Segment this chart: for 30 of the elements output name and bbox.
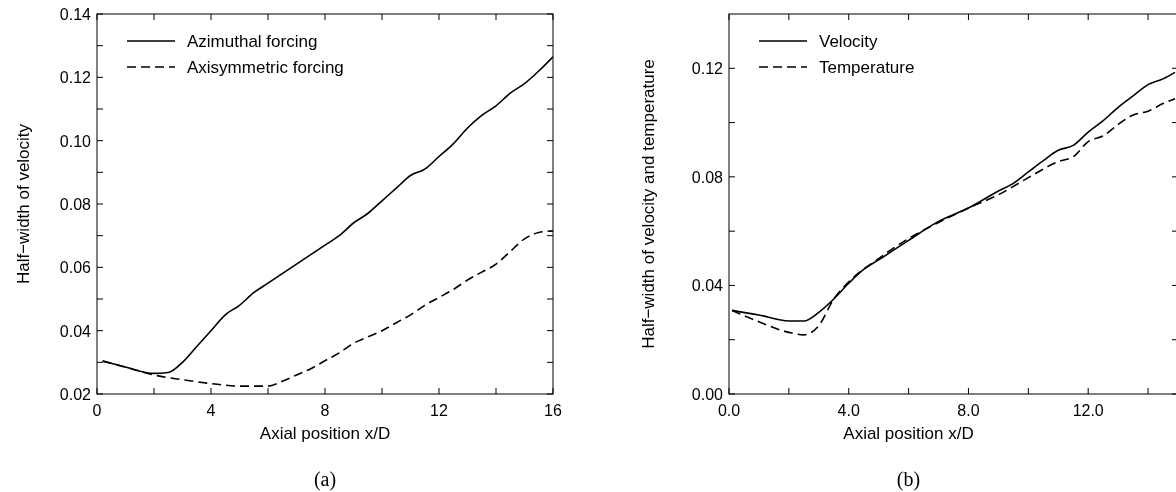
- x-axis-title: Axial position x/D: [259, 424, 391, 443]
- x-tick-label: 4.0: [837, 402, 860, 419]
- x-tick-label: 0.0: [717, 402, 741, 419]
- y-tick-label: 0.12: [691, 60, 724, 78]
- y-tick-label: 0.12: [59, 69, 92, 87]
- x-axis-title: Axial position x/D: [843, 424, 974, 443]
- y-tick-label: 0.04: [691, 277, 724, 295]
- x-tick-label: 12.0: [1072, 402, 1104, 419]
- y-tick-label: 0.10: [59, 132, 92, 150]
- y-tick-label: 0.08: [691, 168, 724, 186]
- text: (a): [313, 468, 337, 491]
- y-tick-label: 0.14: [59, 6, 92, 23]
- x-tick-label: 12: [430, 402, 448, 419]
- y-tick-label: 0.06: [59, 259, 92, 277]
- legend-label: Azimuthal forcing: [187, 32, 318, 51]
- y-tick-label: 0.08: [59, 196, 92, 213]
- y-tick-label: 0.04: [59, 322, 92, 340]
- x-tick-label: 8.0: [957, 402, 980, 419]
- y-axis-title: Half−width of velocity: [14, 123, 33, 285]
- text: (b): [896, 468, 921, 491]
- x-tick-label: 8: [320, 402, 330, 419]
- x-tick-label: 4: [206, 402, 216, 419]
- y-tick-label: 0.02: [59, 386, 92, 403]
- y-axis-title: Half−width of velocity and temperature: [639, 59, 658, 349]
- legend-label: Temperature: [819, 58, 915, 77]
- legend-label: Axisymmetric forcing: [187, 58, 344, 77]
- x-tick-label: 16: [544, 402, 562, 419]
- y-tick-label: 0.00: [691, 386, 724, 403]
- x-tick-label: 0: [92, 402, 102, 419]
- legend-label: Velocity: [819, 32, 879, 51]
